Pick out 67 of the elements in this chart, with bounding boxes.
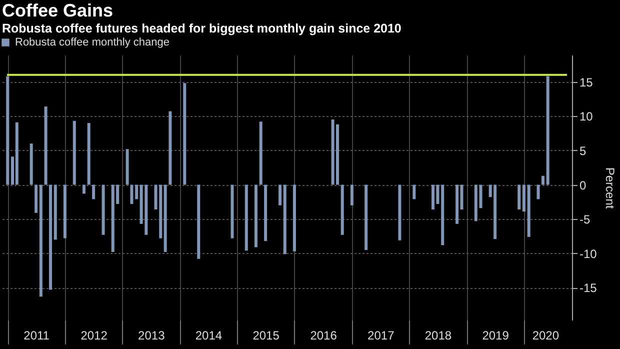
bar <box>54 184 57 240</box>
bar <box>130 184 134 204</box>
bar <box>283 184 286 254</box>
y-tick-label: 5 <box>580 144 586 158</box>
bar <box>432 184 435 210</box>
bar <box>536 184 540 200</box>
y-tick-label: 10 <box>580 110 594 124</box>
x-tick-label: 2017 <box>368 328 395 342</box>
chart-subtitle: Robusta coffee futures headed for biggest monthly gain since 2010 <box>2 22 402 36</box>
bar <box>479 184 482 208</box>
bar <box>34 184 38 213</box>
bar <box>92 184 96 200</box>
bar <box>340 184 344 235</box>
y-tick-label: -10 <box>580 246 598 261</box>
bar <box>292 184 296 252</box>
bar <box>259 122 262 185</box>
chart-title: Coffee Gains <box>2 0 114 20</box>
bar <box>518 184 521 210</box>
legend-label: Robusta coffee monthly change <box>15 36 170 48</box>
bar <box>278 184 282 206</box>
bar <box>183 83 186 185</box>
bar <box>412 184 416 200</box>
bar <box>164 184 167 252</box>
bar <box>244 184 248 251</box>
bar <box>39 184 42 297</box>
bar <box>364 184 368 250</box>
x-tick-label: 2018 <box>424 328 452 342</box>
bar <box>546 76 550 185</box>
bar <box>6 76 10 185</box>
bar <box>197 184 200 259</box>
bar <box>44 106 48 185</box>
bar <box>264 184 268 242</box>
bar <box>15 122 18 185</box>
bar <box>72 120 76 185</box>
bar <box>254 184 258 248</box>
y-tick-label: -15 <box>580 281 598 296</box>
bar <box>474 184 478 222</box>
bar <box>102 184 105 235</box>
bar <box>30 144 33 185</box>
bar <box>350 184 354 206</box>
bar <box>541 176 544 185</box>
bar <box>49 184 52 290</box>
x-tick-label: 2013 <box>138 328 166 342</box>
bar <box>230 184 234 238</box>
bar <box>441 184 444 246</box>
x-tick-label: 2019 <box>482 328 510 342</box>
bar <box>522 184 526 212</box>
x-tick-label: 2015 <box>252 328 280 342</box>
x-tick-label: 2020 <box>532 328 560 342</box>
bar <box>87 122 90 185</box>
x-tick-label: 2016 <box>310 328 338 342</box>
y-tick-label: -5 <box>580 212 590 227</box>
bar <box>135 184 138 200</box>
bar <box>168 111 172 185</box>
bar <box>398 184 402 240</box>
y-axis-title: Percent <box>602 167 617 210</box>
y-tick-label: 15 <box>580 75 594 90</box>
bar <box>126 149 129 185</box>
x-tick-label: 2012 <box>80 328 108 342</box>
bar <box>456 184 459 224</box>
x-tick-label: 2011 <box>24 328 50 342</box>
x-tick-label: 2014 <box>195 328 222 342</box>
y-tick-label: 0 <box>580 178 586 192</box>
bar <box>460 184 464 210</box>
bar <box>527 184 530 237</box>
bar <box>63 184 66 238</box>
bar <box>82 184 86 194</box>
